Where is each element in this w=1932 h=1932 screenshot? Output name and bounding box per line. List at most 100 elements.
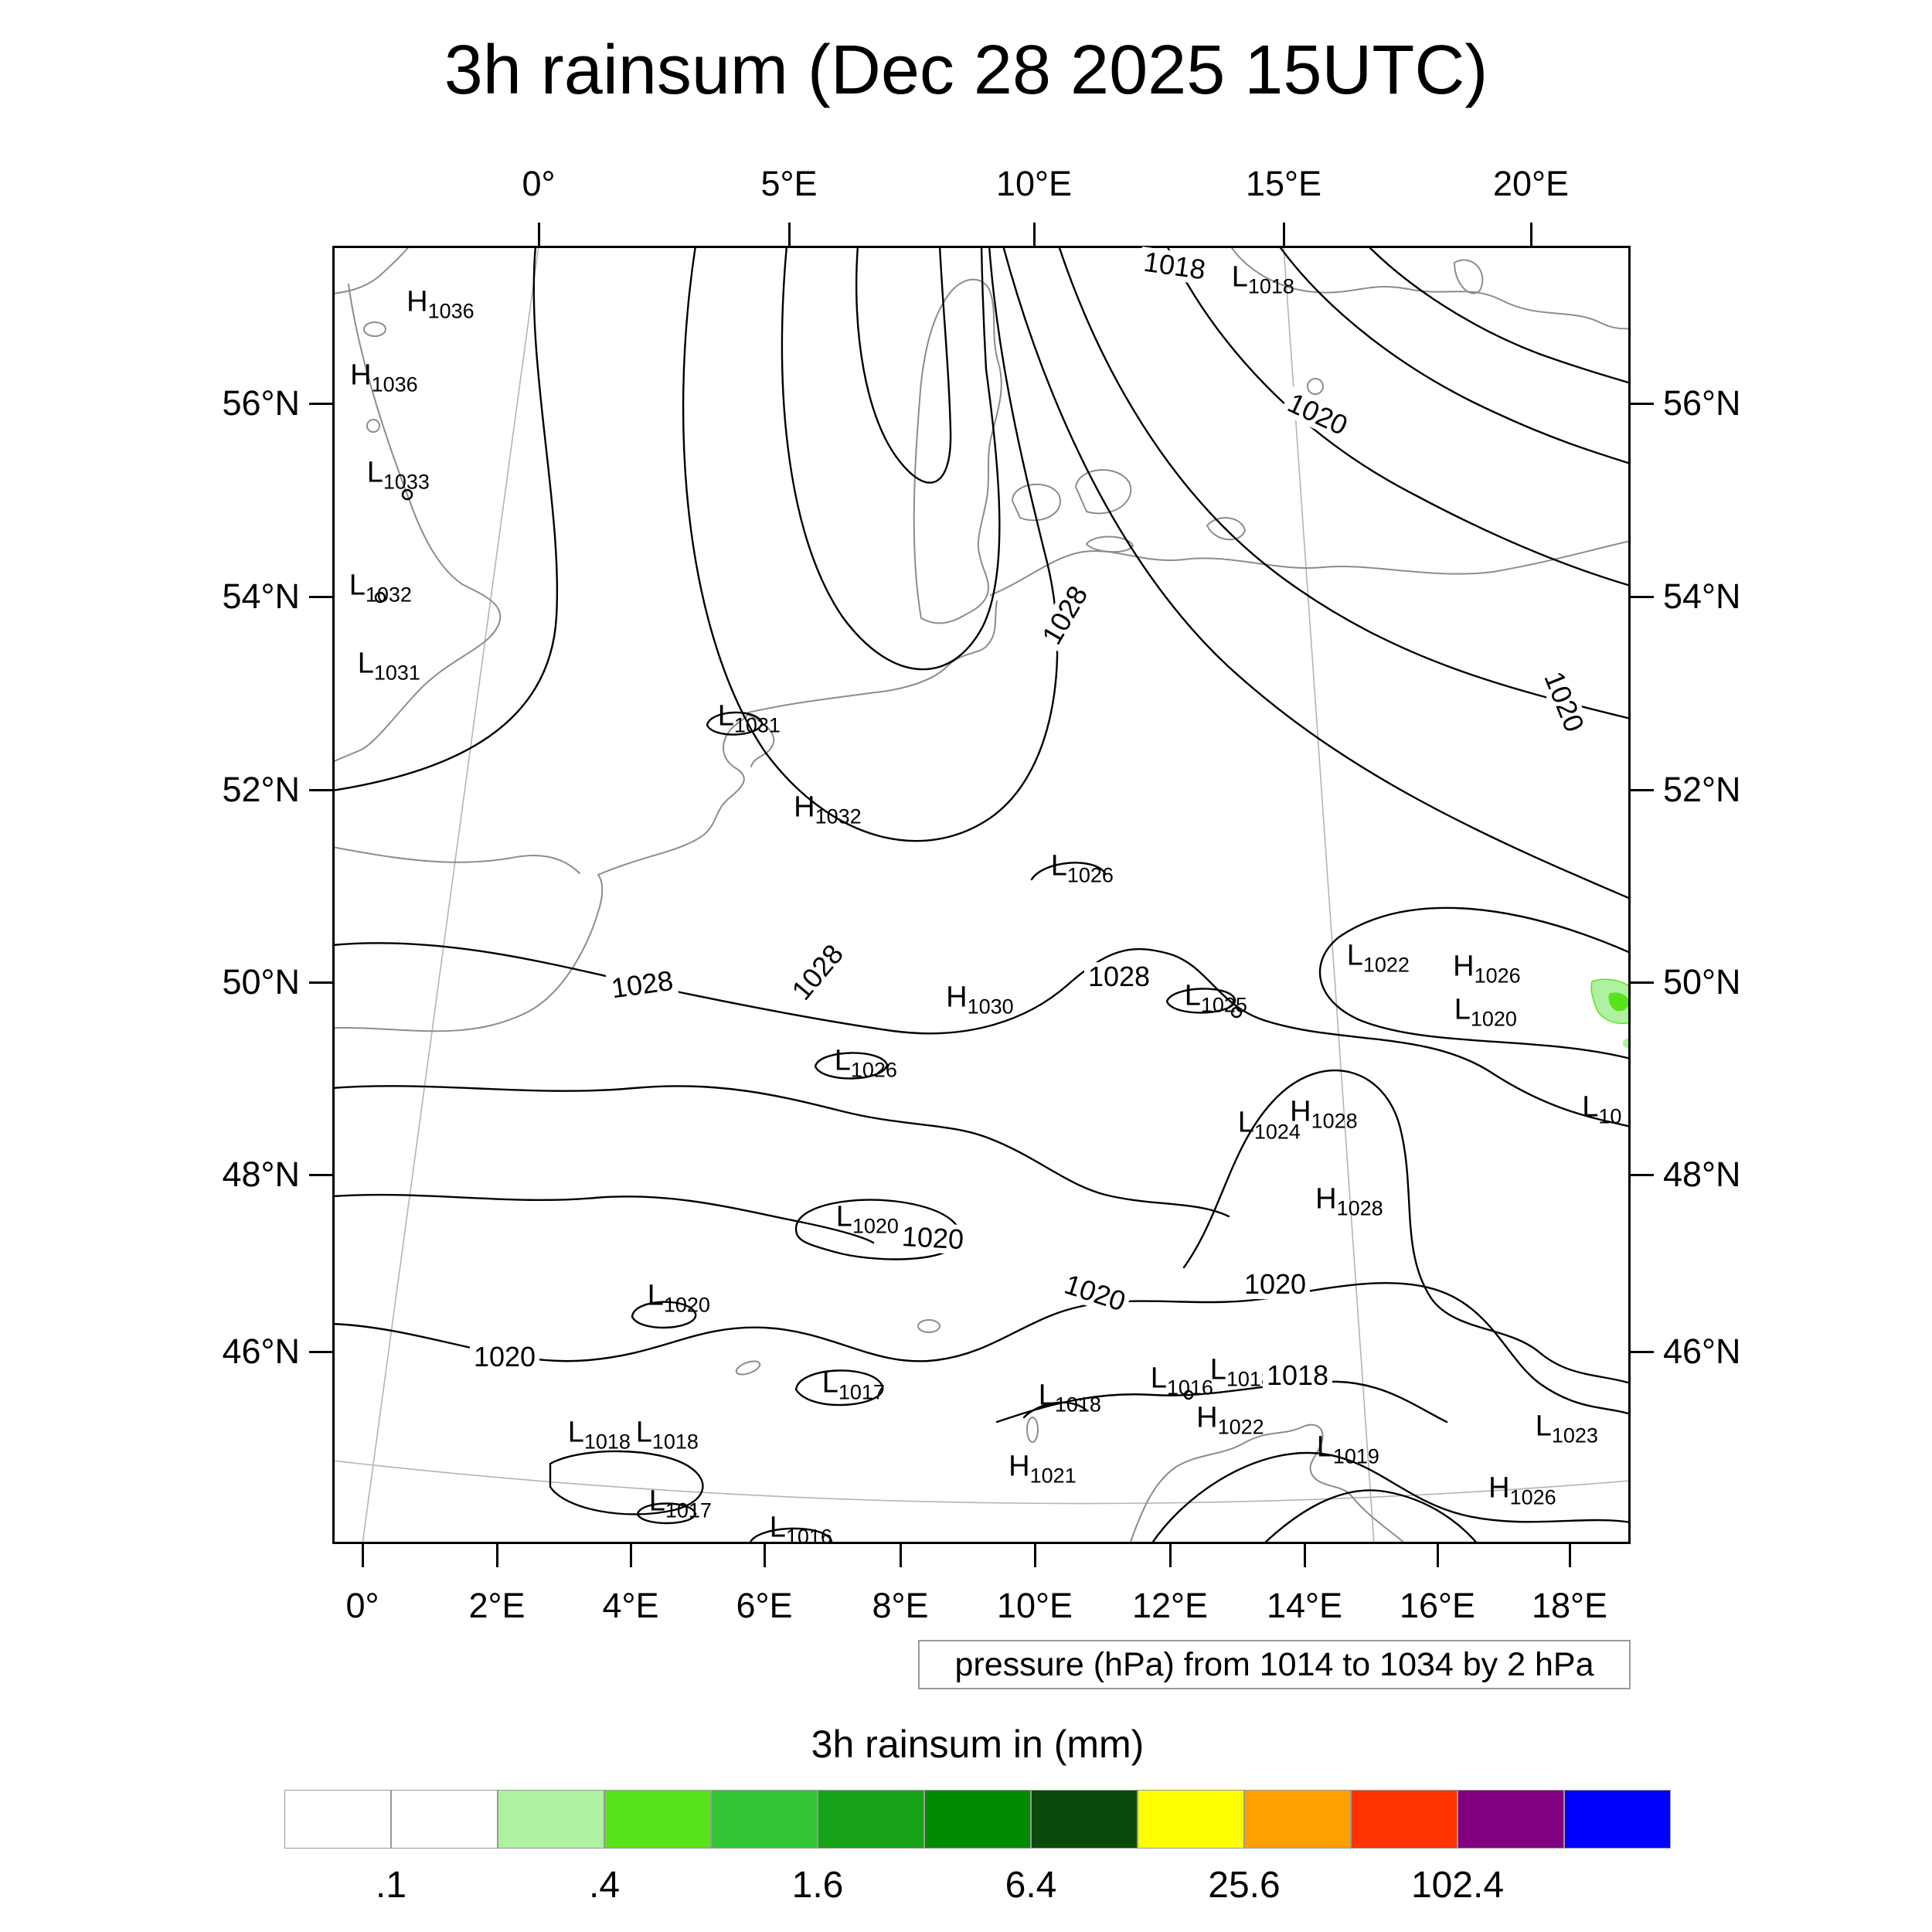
axis-label-lon-bottom: 18°E	[1531, 1586, 1608, 1625]
colorbar-segment	[1458, 1790, 1564, 1849]
axis-tick-left	[309, 595, 332, 598]
axis-label-lat-right: 48°N	[1663, 1155, 1741, 1194]
pressure-center-high: H1030	[946, 981, 1014, 1019]
contour-label: 1018	[1138, 246, 1212, 285]
pressure-center-low: L1020	[1454, 993, 1517, 1031]
pressure-center-high: H1026	[1453, 950, 1521, 988]
contour-label: 1020	[897, 1220, 968, 1255]
map-area: H1036 H1036 L1033 L1032 L1031 L1018 L1031 H1032…	[222, 164, 1740, 1625]
pressure-center-low: L1020	[647, 1279, 710, 1317]
axis-label-lon-top: 5°E	[760, 164, 818, 203]
pressure-center-low: L10	[1582, 1090, 1622, 1128]
axis-label-lon-bottom: 8°E	[872, 1586, 929, 1625]
axis-tick-bottom	[899, 1544, 902, 1567]
axis-label-lon-top: 15°E	[1245, 164, 1322, 203]
pressure-center-high: H1036	[350, 359, 418, 396]
pressure-center-high: H1028	[1290, 1095, 1358, 1133]
axis-label-lon-top: 0°	[522, 164, 556, 203]
colorbar-tick-label: .1	[375, 1865, 407, 1906]
axis-tick-bottom	[1436, 1544, 1439, 1567]
colorbar-segment	[711, 1790, 818, 1849]
axis-label-lon-bottom: 2°E	[468, 1586, 526, 1625]
colorbar-segment	[1244, 1790, 1351, 1849]
axis-label-lon-bottom: 0°	[345, 1586, 379, 1625]
colorbar-segment	[1031, 1790, 1138, 1849]
axis-label-lon-bottom: 12°E	[1131, 1586, 1209, 1625]
coastlines	[332, 246, 1631, 1544]
pressure-center-low: L1016	[769, 1511, 832, 1544]
axis-label-lon-bottom: 6°E	[736, 1586, 793, 1625]
axis-tick-right	[1631, 595, 1654, 598]
pressure-center-low: L1032	[349, 569, 412, 607]
pressure-center-low: L1022	[1346, 939, 1410, 977]
axis-label-lat-right: 52°N	[1663, 770, 1741, 809]
contour-label: 1018	[1262, 1361, 1333, 1390]
axis-label-lat-left: 48°N	[222, 1155, 300, 1194]
colorbar-segment	[818, 1790, 924, 1849]
colorbar	[284, 1790, 1671, 1849]
axis-tick-top	[1282, 223, 1285, 246]
axis-tick-bottom	[1033, 1544, 1036, 1567]
axis-tick-top	[537, 223, 540, 246]
axis-tick-top	[1032, 223, 1036, 246]
axis-tick-top	[787, 223, 791, 246]
axis-tick-left	[309, 402, 332, 405]
pressure-center-high: H1022	[1196, 1401, 1264, 1439]
axis-label-lon-top: 10°E	[995, 164, 1073, 203]
axis-label-lat-left: 56°N	[222, 383, 300, 423]
pressure-center-low: L1024	[1237, 1106, 1301, 1144]
axis-label-lat-right: 56°N	[1663, 383, 1741, 423]
pressure-contours	[332, 246, 1631, 1544]
colorbar-segment	[1351, 1790, 1458, 1849]
pressure-center-low: L1020	[835, 1200, 899, 1238]
axis-tick-left	[309, 1350, 332, 1353]
colorbar-tick-label: 6.4	[1005, 1865, 1057, 1906]
colorbar-segment	[391, 1790, 498, 1849]
graticule-lines	[332, 246, 1631, 1544]
rain-shading	[1590, 978, 1631, 1048]
axis-tick-bottom	[1168, 1544, 1172, 1567]
axis-tick-right	[1631, 788, 1654, 791]
contour-label: 1020	[1280, 386, 1355, 443]
contour-label: 1028	[605, 964, 679, 1004]
axis-tick-bottom	[361, 1544, 364, 1567]
contour-label: 1028	[1035, 577, 1095, 653]
colorbar-segment	[1138, 1790, 1244, 1849]
pressure-center-low: L1031	[717, 699, 781, 737]
axis-tick-left	[309, 981, 332, 984]
axis-tick-right	[1631, 1173, 1654, 1176]
axis-label-lat-left: 50°N	[222, 962, 300, 1002]
colorbar-tick-label: 1.6	[791, 1865, 844, 1906]
map-frame-border	[332, 246, 1631, 1544]
colorbar-segment	[924, 1790, 1031, 1849]
axis-label-lat-left: 52°N	[222, 770, 300, 809]
chart-title: 3h rainsum (Dec 28 2025 15UTC)	[444, 32, 1488, 109]
pressure-caption: pressure (hPa) from 1014 to 1034 by 2 hP…	[954, 1645, 1594, 1683]
contour-label: 1028	[1083, 962, 1155, 992]
axis-tick-bottom	[629, 1544, 632, 1567]
pressure-center-low: L1018	[1038, 1379, 1101, 1417]
pressure-center-low: L1026	[834, 1044, 897, 1082]
pressure-center-low: L1017	[648, 1485, 712, 1522]
pressure-center-low: L1026	[1050, 849, 1114, 887]
axis-tick-top	[1529, 223, 1532, 246]
pressure-center-low: L1018	[1231, 260, 1294, 298]
pressure-center-low: L1018	[635, 1416, 699, 1454]
pressure-center-high: H1036	[406, 285, 474, 323]
pressure-center-low: L1019	[1316, 1430, 1379, 1468]
axis-tick-bottom	[1303, 1544, 1306, 1567]
axis-label-lat-left: 46°N	[222, 1332, 300, 1371]
axis-label-lon-bottom: 16°E	[1399, 1586, 1476, 1625]
axis-label-lat-right: 54°N	[1663, 577, 1741, 616]
axis-tick-left	[309, 788, 332, 791]
pressure-center-low: L1031	[357, 647, 420, 685]
colorbar-segment	[498, 1790, 604, 1849]
pressure-center-low: L1025	[1184, 979, 1247, 1017]
axis-tick-bottom	[495, 1544, 498, 1567]
axis-tick-right	[1631, 1350, 1654, 1353]
colorbar-tick-label: 102.4	[1410, 1865, 1505, 1906]
colorbar-segment	[1564, 1790, 1671, 1849]
axis-label-lat-right: 46°N	[1663, 1332, 1741, 1371]
axis-tick-right	[1631, 981, 1654, 984]
